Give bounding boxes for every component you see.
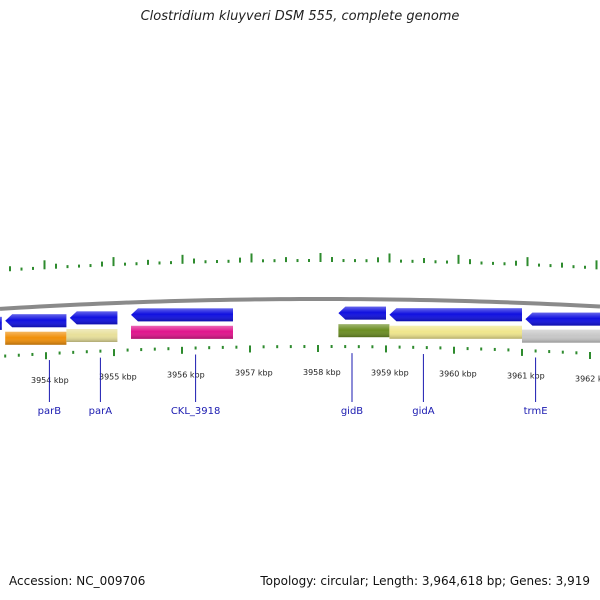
cog-bar-shade <box>5 331 67 345</box>
map-title: Clostridium kluyveri DSM 555, complete g… <box>140 9 460 24</box>
gene-label[interactable]: gidB <box>341 406 363 417</box>
backbone-arc <box>0 296 600 311</box>
gene-label[interactable]: CKL_3918 <box>171 406 221 417</box>
cog-bar-shade <box>522 329 600 343</box>
tick-label: 3959 kbp <box>371 368 409 377</box>
cog-track <box>5 324 600 345</box>
feature-arrow-shade <box>389 308 522 322</box>
cog-bar-shade <box>389 325 522 339</box>
tick-label: 3961 kbp <box>507 371 545 380</box>
feature-arrow-shade <box>5 314 67 328</box>
scale-ticks: 3954 kbp 3955 kbp 3956 kbp 3957 kbp 3958 kbp… <box>4 345 600 385</box>
gene-label[interactable]: parB <box>38 406 62 417</box>
cog-bar-shade <box>338 324 390 338</box>
tick-label: 3957 kbp <box>235 369 273 378</box>
gene-labels: parB parA CKL_3918 gidB gidA trmE <box>38 353 548 417</box>
feature-arrow-shade <box>0 316 2 330</box>
feature-arrow-shade <box>525 312 600 326</box>
feature-arrow-shade <box>338 306 386 320</box>
gene-label[interactable]: trmE <box>524 406 548 417</box>
tick-label: 3958 kbp <box>303 368 341 377</box>
gene-label[interactable]: gidA <box>412 406 434 417</box>
cog-bar-shade <box>66 329 118 343</box>
accession-text: Accession: NC_009706 <box>9 574 146 588</box>
feature-arrow-shade <box>69 311 118 325</box>
tick-label: 3960 kbp <box>439 369 477 378</box>
cog-bar-shade <box>131 325 233 339</box>
tick-label: 3956 kbp <box>167 370 205 379</box>
feature-track <box>0 306 600 330</box>
gc-content-plot <box>9 253 598 272</box>
tick-label: 3962 kbp <box>575 374 600 383</box>
gene-label[interactable]: parA <box>89 406 113 417</box>
tick-label: 3955 kbp <box>99 373 137 382</box>
genome-backbone <box>0 296 600 311</box>
feature-arrow-shade <box>131 308 233 322</box>
topology-summary: Topology: circular; Length: 3,964,618 bp… <box>260 574 590 588</box>
